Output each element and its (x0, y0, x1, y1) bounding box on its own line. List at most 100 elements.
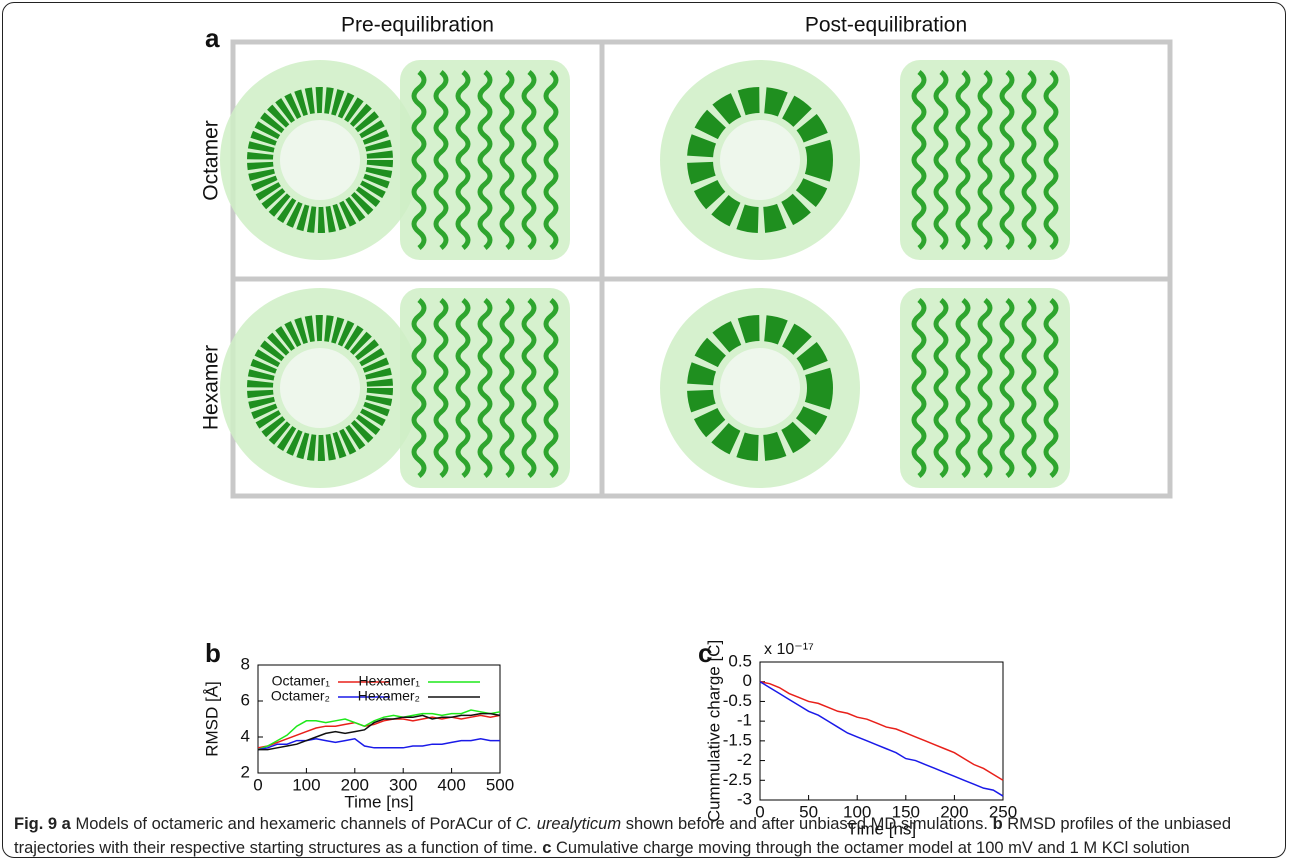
y-tick-label: -2.5 (723, 770, 752, 789)
helix (933, 70, 949, 250)
helix (977, 70, 993, 250)
x-tick-label: 500 (486, 775, 514, 794)
panel-label: a (205, 23, 220, 53)
x-tick-label: 300 (389, 775, 417, 794)
plot-frame (257, 664, 501, 774)
y-tick-label: 4 (241, 726, 250, 745)
protein-side-view (900, 60, 1070, 260)
helix (455, 70, 471, 250)
helix (999, 70, 1015, 250)
row-title: Octamer (200, 120, 223, 201)
helix (433, 70, 449, 250)
helix (499, 70, 515, 250)
caption-text: shown before and after unbiased MD simul… (621, 815, 993, 833)
surface (400, 288, 570, 488)
pore (280, 348, 360, 428)
y-tick-label: 6 (241, 690, 250, 709)
helix (1043, 70, 1059, 250)
y-tick-label: -2 (737, 750, 752, 769)
protein-top-view (220, 60, 420, 260)
y-multiplier: x 10⁻¹⁷ (764, 641, 814, 658)
helix (499, 298, 515, 478)
x-tick-label: 250 (989, 802, 1017, 821)
caption: Fig. 9 a Models of octameric and hexamer… (14, 812, 1264, 860)
protein-top-view (660, 288, 860, 488)
x-tick-label: 100 (843, 802, 871, 821)
helix (543, 70, 559, 250)
x-tick-label: 400 (437, 775, 465, 794)
series-line (257, 714, 501, 749)
protein-side-view (400, 60, 570, 260)
helix (955, 298, 971, 478)
caption-text: Cumulative charge moving through the oct… (551, 839, 1190, 857)
y-tick-label: -0.5 (723, 691, 752, 710)
helix (1043, 298, 1059, 478)
helix-ring (247, 315, 393, 461)
y-tick-label: -1.5 (723, 730, 752, 749)
row-title: Hexamer (200, 345, 223, 430)
helix (477, 70, 493, 250)
helix (1021, 298, 1037, 478)
y-tick-label: 0 (743, 671, 752, 690)
x-tick-label: 200 (341, 775, 369, 794)
y-tick-label: 2 (241, 762, 250, 781)
helix (1021, 70, 1037, 250)
x-tick-label: 100 (292, 775, 320, 794)
series-line (759, 681, 1004, 797)
series-line (257, 738, 500, 751)
helix (911, 70, 927, 250)
surface (400, 60, 570, 260)
caption-text: C. urealyticum (515, 815, 622, 833)
helix-ring (687, 87, 833, 233)
caption-text: c (542, 839, 552, 857)
helix (999, 298, 1015, 478)
protein-side-view (400, 288, 570, 488)
pore (280, 120, 360, 200)
y-tick-label: -3 (737, 789, 752, 808)
series-line (257, 709, 501, 751)
y-tick-label: 8 (241, 654, 250, 673)
pore (720, 348, 800, 428)
column-title: Pre-equilibration (341, 14, 494, 37)
series-line (258, 712, 501, 751)
helix (543, 298, 559, 478)
caption-text: Models of octameric and hexameric channe… (70, 815, 516, 833)
caption-text: Fig. 9 a (14, 815, 71, 833)
column-title: Post-equilibration (805, 14, 967, 37)
caption-text: b (992, 815, 1003, 833)
caption-text: RMSD profiles of the unbiased trajectori… (14, 815, 1232, 857)
y-axis-label: RMSD [Å] (202, 681, 221, 757)
legend-label: Hexamer₁ (358, 673, 420, 689)
helix (521, 298, 537, 478)
helix (521, 70, 537, 250)
legend-label: Octamer₁ (272, 673, 331, 689)
helix-ring (247, 87, 393, 233)
panel-label: c (698, 638, 712, 668)
y-tick-label: 0.5 (728, 651, 752, 670)
helix (977, 298, 993, 478)
legend-label: Octamer₂ (271, 688, 330, 704)
protein-side-view (900, 288, 1070, 488)
x-tick-label: 150 (892, 802, 920, 821)
y-tick-label: -1 (737, 711, 752, 730)
y-axis-label: Cummulative charge [C] (704, 640, 723, 822)
x-tick-label: 0 (755, 802, 764, 821)
legend-label: Hexamer₂ (358, 688, 420, 704)
helix (933, 298, 949, 478)
x-tick-label: 0 (253, 775, 262, 794)
helix (411, 70, 427, 250)
series-line (759, 680, 1004, 781)
helix (911, 298, 927, 478)
surface (900, 60, 1070, 260)
helix (455, 298, 471, 478)
x-tick-label: 200 (940, 802, 968, 821)
protein-top-view (220, 288, 420, 488)
x-axis-label: Time [ns] (847, 819, 916, 838)
panel-grid (230, 39, 1173, 499)
helix (433, 298, 449, 478)
x-tick-label: 50 (799, 802, 818, 821)
helix (955, 70, 971, 250)
